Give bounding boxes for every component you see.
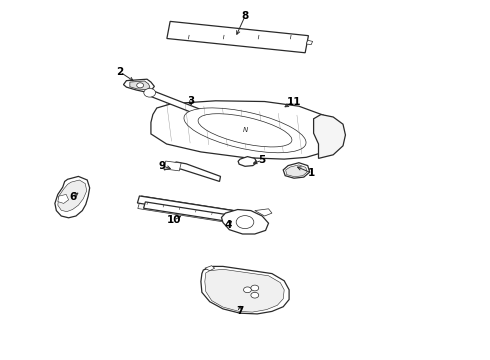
Polygon shape [167,21,308,53]
Polygon shape [151,101,336,159]
Polygon shape [138,196,249,225]
Polygon shape [283,163,310,178]
Polygon shape [58,194,69,203]
Text: 3: 3 [188,96,195,106]
Polygon shape [306,40,313,45]
Circle shape [144,89,156,97]
Text: 10: 10 [167,215,181,225]
Circle shape [137,83,144,88]
Text: 11: 11 [287,96,301,107]
Polygon shape [286,165,307,177]
Polygon shape [255,209,272,216]
Polygon shape [201,266,289,314]
Polygon shape [221,210,269,234]
Text: 1: 1 [308,168,315,178]
Polygon shape [123,79,154,92]
Circle shape [251,285,259,291]
Text: 9: 9 [158,161,165,171]
Circle shape [251,292,259,298]
Text: 8: 8 [242,11,248,21]
Polygon shape [148,90,229,126]
Text: 2: 2 [117,67,123,77]
Polygon shape [55,176,90,218]
Circle shape [244,287,251,293]
Polygon shape [205,269,284,312]
Text: 7: 7 [236,306,244,316]
Text: 6: 6 [69,192,76,202]
Text: 5: 5 [259,155,266,165]
Ellipse shape [198,114,292,147]
Polygon shape [314,114,345,158]
Polygon shape [137,196,250,220]
Ellipse shape [184,108,306,153]
Polygon shape [164,162,220,181]
Polygon shape [164,161,181,171]
Circle shape [236,216,254,229]
Polygon shape [238,157,257,166]
Polygon shape [58,180,87,212]
Polygon shape [130,81,150,90]
Text: N: N [243,127,247,133]
Polygon shape [205,266,215,271]
Polygon shape [144,202,248,224]
Text: 4: 4 [224,220,232,230]
